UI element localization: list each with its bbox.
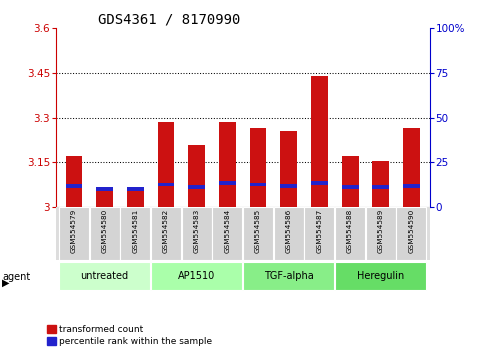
Bar (250, 183, 267, 186)
Text: GSM554580: GSM554580 (101, 209, 108, 253)
Bar (311, 181, 328, 185)
Bar (66, 184, 83, 188)
Bar (280, 184, 297, 188)
Bar (219, 122, 236, 207)
Bar (219, 181, 236, 185)
Bar (397, 207, 426, 260)
Bar (311, 76, 328, 207)
Text: GSM554589: GSM554589 (378, 209, 384, 253)
Bar (182, 207, 212, 260)
Bar (304, 207, 334, 260)
Bar (403, 184, 420, 188)
Bar (335, 207, 365, 260)
Bar (96, 187, 113, 191)
Bar (341, 185, 358, 189)
Text: GDS4361 / 8170990: GDS4361 / 8170990 (98, 12, 240, 27)
Text: GSM554581: GSM554581 (132, 209, 138, 253)
Text: GSM554583: GSM554583 (194, 209, 199, 253)
Text: untreated: untreated (81, 271, 128, 281)
Bar (151, 262, 242, 290)
Bar (59, 262, 150, 290)
Bar (335, 262, 426, 290)
Bar (372, 185, 389, 189)
Text: GSM554585: GSM554585 (255, 209, 261, 253)
Bar (243, 207, 273, 260)
Bar (372, 161, 389, 207)
Text: GSM554584: GSM554584 (225, 209, 230, 253)
Text: GSM554582: GSM554582 (163, 209, 169, 253)
Bar (120, 207, 150, 260)
Text: AP1510: AP1510 (178, 271, 215, 281)
Bar (157, 122, 174, 207)
Text: agent: agent (2, 272, 30, 282)
Text: GSM554587: GSM554587 (316, 209, 323, 253)
Bar (66, 156, 83, 207)
Bar (151, 207, 181, 260)
Bar (188, 144, 205, 207)
Text: Heregulin: Heregulin (357, 271, 404, 281)
Bar (366, 207, 396, 260)
Text: TGF-alpha: TGF-alpha (264, 271, 313, 281)
Bar (127, 191, 144, 207)
Text: GSM554579: GSM554579 (71, 209, 77, 253)
Text: GSM554586: GSM554586 (286, 209, 292, 253)
Text: ▶: ▶ (2, 278, 10, 288)
Bar (90, 207, 120, 260)
Bar (250, 128, 267, 207)
Bar (157, 183, 174, 186)
Bar (243, 262, 334, 290)
Text: GSM554590: GSM554590 (409, 209, 414, 253)
Bar (213, 207, 242, 260)
Bar (188, 185, 205, 189)
Bar (127, 187, 144, 191)
Legend: transformed count, percentile rank within the sample: transformed count, percentile rank withi… (43, 321, 216, 349)
Bar (96, 189, 113, 207)
Bar (403, 128, 420, 207)
Text: GSM554588: GSM554588 (347, 209, 353, 253)
Bar (59, 207, 89, 260)
Bar (280, 131, 297, 207)
Bar (274, 207, 304, 260)
Bar (341, 156, 358, 207)
